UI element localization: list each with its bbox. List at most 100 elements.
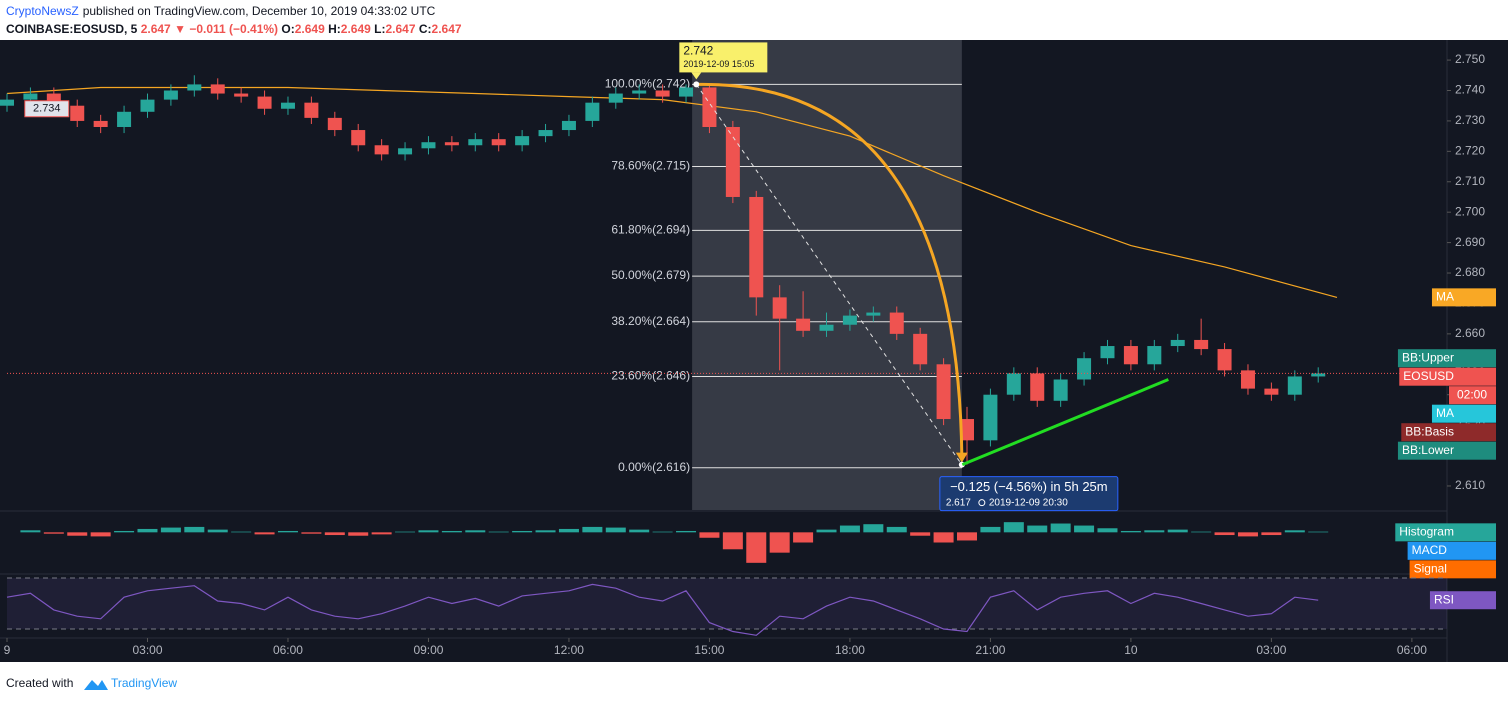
macd-bar [629,529,650,533]
candle-body [234,93,249,97]
rsi-line [6,583,1319,636]
macd-bar [957,532,977,541]
annotation-box [679,42,768,73]
x-tick-label: 06:00 [1397,643,1427,657]
macd-bar [1097,528,1118,533]
candle-body [117,111,132,128]
macd-bar [1237,532,1258,537]
open-key: O: [281,22,294,36]
candle-body [608,93,623,103]
fib-label: 0.00%(2.616) [618,460,690,474]
candle-body [561,120,576,131]
author[interactable]: CryptoNewsZ [6,4,79,18]
open: 2.649 [295,22,325,36]
macd-bar [277,530,298,533]
change: −0.011 (−0.41%) [189,22,278,36]
candle-body [538,130,553,137]
y-tick-label: 2.660 [1455,326,1485,340]
price-tag [1407,541,1496,560]
x-tick-label: 15:00 [694,643,724,657]
tag-name: MA [1436,406,1454,420]
x-tick-label: 06:00 [273,643,303,657]
y-tick-label: 2.610 [1455,478,1485,492]
candle-body [936,364,951,420]
tag-name: Histogram [1399,525,1454,539]
footer-brand[interactable]: TradingView [111,676,177,690]
macd-bar [652,531,673,533]
x-tick-label: 10 [1124,643,1138,657]
header-text: published on TradingView.com, December 1… [83,4,436,18]
clock-icon [978,499,986,507]
candle-body [187,84,202,91]
fib-region [692,40,962,510]
candle-body [1077,358,1092,380]
price-tag [1431,404,1496,423]
macd-bar [910,532,931,536]
macd-bar [769,532,790,553]
logo [84,680,108,690]
macd-bar [371,532,392,535]
y-tick-label: 2.690 [1455,235,1485,249]
close: 2.647 [432,22,462,36]
tag-name: EOSUSD [1403,369,1454,383]
price-note [24,100,70,118]
candle-body [1123,346,1138,365]
x-tick-label: 21:00 [975,643,1005,657]
macd-bar [699,532,720,538]
candle-body [960,419,974,441]
tag-name: MACD [1412,543,1448,557]
fib-label: 50.00%(2.679) [611,268,690,282]
price-tag [1409,560,1496,579]
macd-bar [114,530,135,533]
macd-bar [1167,529,1188,533]
candle-body [444,142,459,146]
macd-bar [441,530,462,533]
annotation-pointer [691,72,702,80]
macd-bar [605,527,626,533]
macd-bar [793,532,814,543]
candle-body [374,145,389,155]
candle-body [1240,370,1255,389]
candle-body [351,130,366,146]
y-tick-label: 2.700 [1455,204,1485,218]
candle-body [163,90,178,100]
candle-body [421,142,436,149]
candle-body [1053,379,1068,401]
macd-bar [20,530,41,533]
low-key: L: [374,22,385,36]
fib-label: 78.60%(2.715) [611,159,690,173]
macd-bar [207,529,228,533]
candle-body [257,96,272,109]
candle-body [515,136,530,146]
candle-body [327,117,342,131]
fib-label: 38.20%(2.664) [611,314,690,328]
macd-bar [1191,531,1212,533]
legend: COINBASE:EOSUSD, 5 2.647 ▼ −0.011 (−0.41… [6,22,462,36]
candle-body [819,324,834,331]
macd-bar [512,530,533,533]
x-tick-label: 09:00 [413,643,443,657]
candle-body [1006,373,1021,395]
macd-bar [488,531,509,533]
price-note-label: 2.734 [33,103,61,115]
macd-bar [1074,525,1095,533]
candle-body [1194,339,1209,350]
candle-body [140,99,155,112]
candle-body [1100,346,1115,359]
macd-bar [160,527,181,533]
price-tag [1429,591,1496,610]
candle-body [772,297,787,319]
x-tick-label: 9 [4,643,11,657]
tag-name: BB:Basis [1405,424,1454,438]
fib-label: 61.80%(2.694) [611,223,690,237]
candle-body [679,87,694,97]
macd-bar [886,526,907,533]
arc-head [955,452,968,463]
candle-body [725,127,740,197]
candle-body [866,312,881,316]
y-tick-label: 2.740 [1455,83,1485,97]
countdown: 02:00 [1457,387,1487,401]
price-tag [1395,523,1496,542]
candle-body [1311,373,1326,377]
macd-bar [558,528,579,533]
